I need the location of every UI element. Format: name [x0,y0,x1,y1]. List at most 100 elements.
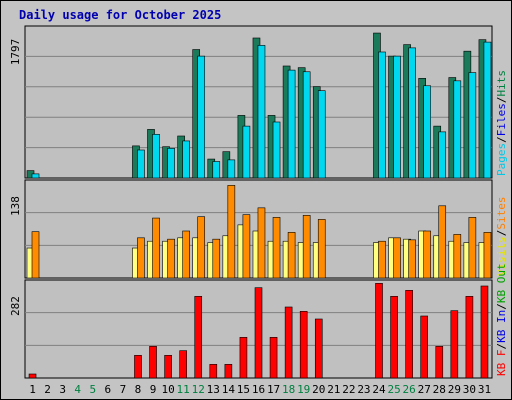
bar-pages-day-27 [423,85,431,179]
x-tick-label: 15 [237,383,250,396]
x-tick-label: 9 [150,383,157,396]
bar-kb-f-day-25 [390,296,398,379]
x-tick-label: 17 [267,383,280,396]
x-tick-label: 21 [327,383,340,396]
x-tick-label: 20 [312,383,325,396]
bar-sites-day-15 [242,214,251,279]
x-tick-label: 28 [433,383,446,396]
bar-pages-day-9 [152,134,160,179]
x-tick-label: 11 [177,383,190,396]
bar-kb-f-day-15 [239,337,248,379]
bar-kb-f-day-12 [194,296,203,379]
x-tick-label: 5 [89,383,96,396]
x-tick-label: 13 [207,383,220,396]
bar-sites-day-8 [137,237,145,279]
bar-sites-day-31 [483,232,492,279]
bar-sites-day-14 [227,185,236,279]
chart-title: Daily usage for October 2025 [19,8,221,22]
bar-sites-day-19 [302,215,311,279]
bar-sites-day-18 [287,232,296,279]
bar-kb-f-day-24 [375,283,383,379]
x-tick-label: 26 [403,383,416,396]
bar-kb-f-day-17 [269,337,278,379]
legend-entry: Hits [495,70,508,97]
bar-sites-day-10 [167,238,175,279]
bar-sites-day-13 [212,238,221,279]
legend-separator: / [495,343,508,350]
bar-kb-f-day-26 [405,290,413,379]
bar-pages-day-20 [317,90,326,179]
bar-kb-f-day-1 [28,373,37,379]
x-tick-label: 7 [120,383,127,396]
bar-pages-day-28 [438,131,447,179]
bar-sites-day-12 [197,216,206,279]
bar-pages-day-19 [302,71,311,179]
bar-kb-f-day-9 [149,346,157,379]
legend-entry: KB F [495,350,508,377]
bar-pages-day-26 [408,47,416,179]
bar-pages-day-16 [257,45,266,179]
x-tick-label: 31 [478,383,491,396]
legend-separator: / [495,97,508,104]
x-tick-label: 8 [135,383,142,396]
x-tick-label: 2 [44,383,51,396]
legend-separator: / [495,303,508,310]
bar-pages-day-8 [137,149,145,179]
x-tick-label: 23 [357,383,370,396]
legend-entry: Files [495,103,508,136]
x-tick-label: 12 [192,383,205,396]
bar-kb-f-day-30 [465,296,474,379]
legend-separator: / [495,136,508,143]
bar-sites-day-16 [257,207,266,279]
x-tick-label: 18 [282,383,295,396]
x-tick-label: 27 [418,383,431,396]
bar-sites-day-27 [423,230,431,279]
bar-kb-f-day-10 [164,355,172,379]
bar-kb-f-day-28 [435,346,444,379]
bar-pages-day-25 [393,55,401,179]
bar-sites-day-1 [31,231,40,279]
y-max-label: 282 [9,296,22,316]
x-tick-label: 30 [463,383,476,396]
x-tick-label: 19 [297,383,310,396]
bar-kb-f-day-18 [284,306,293,379]
bar-pages-day-1 [31,173,40,179]
legend: Visits/Sites [495,197,508,277]
legend-entry: Sites [495,197,508,230]
y-max-label: 138 [9,196,22,216]
legend-entry: KB In [495,310,508,343]
bar-pages-day-30 [468,72,477,179]
bar-sites-day-25 [393,237,401,279]
bar-kb-f-day-29 [450,310,459,379]
bar-sites-day-11 [182,230,190,279]
bar-pages-day-24 [378,51,386,179]
x-tick-label: 10 [161,383,174,396]
bar-sites-day-28 [438,205,447,279]
bar-sites-day-30 [468,217,477,279]
x-tick-label: 3 [59,383,66,396]
x-tick-label: 4 [74,383,81,396]
bar-kb-f-day-19 [299,311,308,379]
bar-kb-f-day-31 [480,285,489,379]
legend-separator: / [495,230,508,237]
x-tick-label: 25 [387,383,400,396]
bar-pages-day-12 [197,55,206,179]
bar-kb-f-day-11 [179,350,187,379]
x-tick-label: 29 [448,383,461,396]
x-tick-label: 6 [105,383,112,396]
bar-sites-day-20 [317,219,326,279]
legend: Pages/Files/Hits [495,70,508,176]
bar-pages-day-18 [287,69,296,179]
x-tick-label: 1 [29,383,36,396]
panel-visits-sites: 138 Visits/Sites [9,179,508,279]
bar-sites-day-26 [408,239,416,279]
bar-pages-day-15 [242,125,251,179]
bar-kb-f-day-27 [420,315,429,379]
bar-sites-day-17 [272,217,281,279]
bar-pages-day-29 [453,80,462,179]
bar-kb-f-day-16 [254,287,263,379]
bar-pages-day-10 [167,148,175,179]
bar-sites-day-29 [453,234,462,279]
